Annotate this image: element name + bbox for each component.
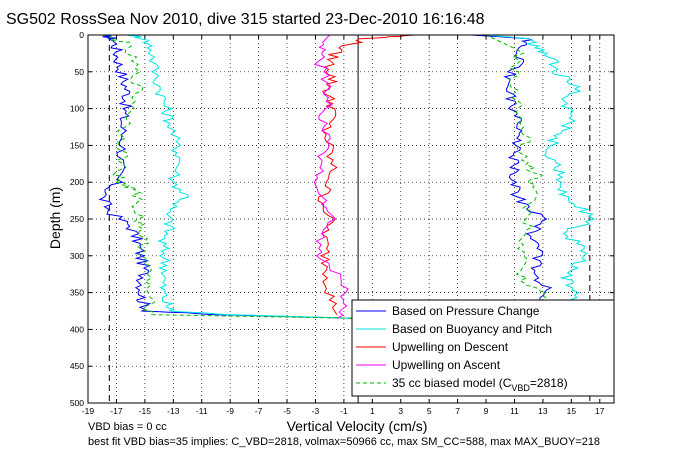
legend-label: Based on Pressure Change (392, 304, 540, 318)
series-line (485, 34, 548, 319)
x-tick-label: 17 (595, 406, 605, 416)
legend-label-text: Upwelling on Ascent (392, 358, 501, 372)
x-tick-label: 5 (427, 406, 432, 416)
y-tick-label: 50 (75, 67, 85, 77)
y-tick-label: 350 (70, 288, 84, 298)
legend-label-text: Based on Pressure Change (392, 304, 540, 318)
y-tick-label: 100 (70, 104, 84, 114)
x-tick-label: 3 (398, 406, 403, 416)
y-tick-label: 500 (70, 398, 84, 408)
legend-label: 35 cc biased model (CVBD=2818) (392, 376, 568, 393)
series-line (98, 34, 359, 319)
x-tick-label: -7 (255, 406, 263, 416)
y-tick-label: 250 (70, 214, 84, 224)
x-tick-label: -3 (312, 406, 320, 416)
best-fit-note: best fit VBD bias=35 implies: C_VBD=2818… (88, 436, 600, 448)
legend-label: Based on Buoyancy and Pitch (392, 322, 552, 336)
series-line (313, 34, 349, 319)
x-tick-label: -13 (167, 406, 180, 416)
chart-title: SG502 RossSea Nov 2010, dive 315 started… (6, 11, 485, 28)
x-tick-label: 13 (538, 406, 548, 416)
y-tick-label: 400 (70, 324, 84, 334)
x-tick-label: 1 (370, 406, 375, 416)
series-line (317, 34, 416, 315)
legend-label: Upwelling on Descent (392, 340, 509, 354)
y-tick-label: 0 (79, 30, 84, 40)
x-tick-label: -19 (82, 406, 95, 416)
series-line (128, 34, 359, 319)
legend-label: Upwelling on Ascent (392, 358, 501, 372)
y-tick-label: 200 (70, 177, 84, 187)
y-tick-label: 450 (70, 361, 84, 371)
y-tick-label: 300 (70, 251, 84, 261)
x-axis-label: Vertical Velocity (cm/s) (287, 418, 428, 434)
legend-label-suffix: =2818) (530, 376, 568, 390)
x-tick-label: -5 (283, 406, 291, 416)
y-tick-label: 150 (70, 140, 84, 150)
legend: Based on Pressure Change Based on Buoyanc… (351, 299, 615, 397)
x-tick-label: 9 (484, 406, 489, 416)
x-tick-label: -11 (196, 406, 208, 416)
legend-box (351, 299, 615, 397)
y-axis-label: Depth (m) (47, 187, 63, 249)
legend-label-text: 35 cc biased model (C (392, 376, 512, 390)
legend-label-text: Upwelling on Descent (392, 340, 509, 354)
legend-label-text: Based on Buoyancy and Pitch (392, 322, 552, 336)
vbd-bias-note: VBD bias = 0 cc (88, 421, 167, 433)
x-tick-label: 15 (567, 406, 577, 416)
x-tick-label: -15 (139, 406, 152, 416)
series-line (486, 34, 596, 319)
series-line (102, 34, 359, 319)
x-tick-label: 7 (455, 406, 460, 416)
plot-area: -19 -17 -15 -13 -11 -9 -7 -5 -3 -1 1 3 5 7 9 11 13 15 1705… (70, 30, 615, 416)
x-tick-label: -9 (226, 406, 234, 416)
x-tick-label: -1 (340, 406, 348, 416)
series-line (471, 34, 553, 319)
x-tick-label: 11 (510, 406, 519, 416)
legend-label-subscript: VBD (511, 383, 530, 393)
x-tick-label: -17 (110, 406, 123, 416)
